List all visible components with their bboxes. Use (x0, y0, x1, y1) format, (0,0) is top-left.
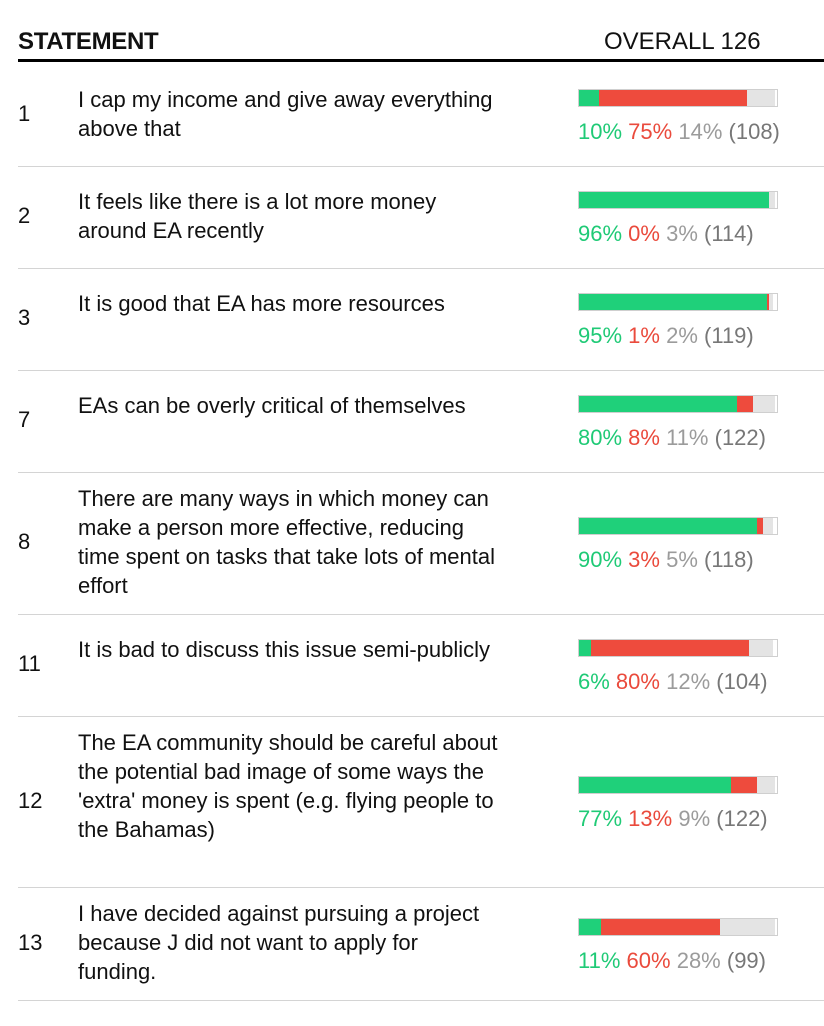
vote-count: (119) (704, 323, 754, 348)
statement-number: 1 (18, 101, 31, 126)
bar-segment-pass (749, 640, 774, 656)
bar-segment-agree (579, 518, 758, 534)
agree-percent: 90% (578, 547, 623, 572)
vote-count: (104) (716, 669, 768, 694)
agree-percent: 77% (578, 806, 623, 831)
bar-segment-agree (579, 777, 732, 793)
disagree-percent: 75% (628, 119, 673, 144)
bar-segment-disagree (757, 518, 764, 534)
vote-count: (118) (704, 547, 754, 572)
pass-percent: 2% (666, 323, 698, 348)
table-row: 12 The EA community should be careful abo… (18, 717, 824, 888)
bar-segment-disagree (598, 90, 748, 106)
vote-percentages: 11% 60% 28% (99) (578, 948, 766, 974)
overall-column-header: OVERALL 126 (604, 28, 761, 55)
bar-segment-pass (753, 396, 775, 412)
table-row: 8 There are many ways in which money can … (18, 473, 824, 615)
table-row: 13 I have decided against pursuing a proj… (18, 888, 824, 1001)
vote-bar (578, 517, 778, 535)
vote-percentages: 77% 13% 9% (122) (578, 806, 768, 832)
pass-percent: 14% (678, 119, 723, 144)
statement-number: 2 (18, 203, 31, 228)
pass-percent: 11% (666, 425, 709, 450)
disagree-percent: 3% (628, 547, 660, 572)
bar-segment-agree (579, 640, 591, 656)
vote-bar (578, 776, 778, 794)
table-row: 7 EAs can be overly critical of themselve… (18, 371, 824, 473)
vote-percentages: 10% 75% 14% (108) (578, 119, 780, 145)
vote-percentages: 80% 8% 11% (122) (578, 425, 766, 451)
vote-bar (578, 918, 778, 936)
vote-count: (108) (728, 119, 780, 144)
disagree-percent: 8% (628, 425, 660, 450)
statement-text: EAs can be overly critical of themselves (78, 393, 466, 418)
bar-segment-agree (579, 192, 770, 208)
vote-percentages: 96% 0% 3% (114) (578, 221, 754, 247)
pass-percent: 5% (666, 547, 698, 572)
disagree-percent: 80% (615, 669, 660, 694)
vote-percentages: 90% 3% 5% (118) (578, 547, 754, 573)
disagree-percent: 13% (628, 806, 673, 831)
agree-percent: 10% (578, 119, 623, 144)
bar-segment-agree (579, 90, 599, 106)
vote-bar (578, 639, 778, 657)
pass-percent: 12% (666, 669, 711, 694)
bar-segment-disagree (600, 919, 720, 935)
table-row: 1 I cap my income and give away everythin… (18, 64, 824, 167)
vote-count: (122) (716, 806, 768, 831)
statement-text: There are many ways in which money can m… (78, 486, 495, 598)
vote-bar (578, 395, 778, 413)
agree-percent: 6% (578, 669, 610, 694)
vote-count: (99) (726, 948, 766, 973)
disagree-percent: 1% (628, 323, 660, 348)
statement-text: It is bad to discuss this issue semi-pub… (78, 637, 491, 662)
vote-percentages: 6% 80% 12% (104) (578, 669, 768, 695)
vote-count: (122) (714, 425, 766, 450)
agree-percent: 11% (578, 948, 621, 973)
agree-percent: 95% (578, 323, 623, 348)
bar-segment-pass (769, 192, 776, 208)
vote-bar (578, 89, 778, 107)
statement-number: 8 (18, 529, 31, 554)
bar-segment-pass (747, 90, 776, 106)
statement-number: 12 (18, 788, 43, 813)
statement-text: I cap my income and give away everything… (78, 87, 493, 141)
statement-number: 7 (18, 407, 31, 432)
table-row: 11 It is bad to discuss this issue semi-p… (18, 615, 824, 717)
disagree-percent: 0% (628, 221, 660, 246)
agree-percent: 96% (578, 221, 623, 246)
statement-text: It feels like there is a lot more money … (78, 189, 437, 243)
disagree-percent: 60% (626, 948, 671, 973)
table-row: 2 It feels like there is a lot more money… (18, 167, 824, 269)
vote-bar (578, 293, 778, 311)
agree-percent: 80% (578, 425, 623, 450)
bar-segment-agree (579, 294, 768, 310)
table-header: STATEMENT OVERALL 126 (18, 26, 824, 62)
statement-text: The EA community should be careful about… (78, 730, 498, 842)
bar-segment-disagree (731, 777, 758, 793)
vote-bar (578, 191, 778, 209)
vote-count: (114) (704, 221, 754, 246)
bar-segment-agree (579, 919, 601, 935)
table-row: 3 It is good that EA has more resources 95… (18, 269, 824, 371)
statement-column-header: STATEMENT (18, 28, 159, 55)
statement-number: 11 (18, 651, 41, 676)
pass-percent: 3% (666, 221, 698, 246)
bar-segment-agree (579, 396, 738, 412)
bar-segment-pass (769, 294, 774, 310)
bar-segment-pass (719, 919, 775, 935)
bar-segment-disagree (590, 640, 750, 656)
statement-text: I have decided against pursuing a projec… (78, 901, 480, 984)
bar-segment-pass (763, 518, 774, 534)
bar-segment-disagree (767, 294, 770, 310)
pass-percent: 28% (676, 948, 721, 973)
bar-segment-disagree (737, 396, 754, 412)
bar-segment-pass (757, 777, 775, 793)
vote-percentages: 95% 1% 2% (119) (578, 323, 754, 349)
statement-number: 13 (18, 930, 43, 955)
statement-number: 3 (18, 305, 31, 330)
pass-percent: 9% (678, 806, 711, 831)
statement-text: It is good that EA has more resources (78, 291, 445, 316)
